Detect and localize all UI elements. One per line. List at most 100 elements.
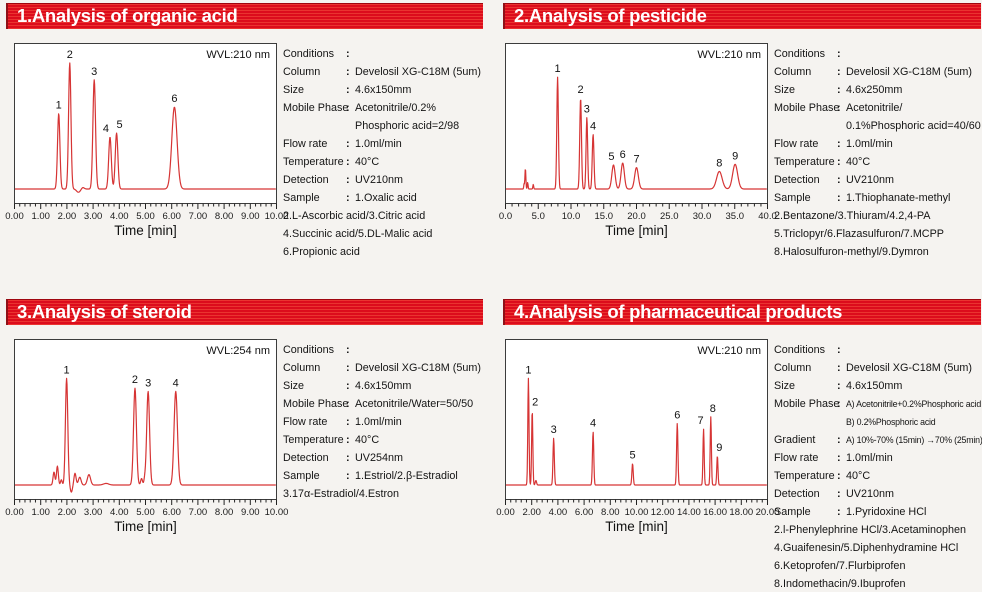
condition-row: Temperature:40°C xyxy=(774,153,979,171)
panel-title-banner: 1.Analysis of organic acid xyxy=(6,3,483,29)
condition-label: Sample xyxy=(774,192,811,204)
condition-label: Size xyxy=(283,84,305,96)
peak-label: 9 xyxy=(732,150,738,162)
condition-row: Detection: UV210nm xyxy=(774,485,979,503)
condition-label: Sample xyxy=(774,506,811,518)
condition-value-line: 40°C xyxy=(355,156,380,168)
condition-row: Column: Develosil XG-C18M (5um) xyxy=(774,63,979,81)
condition-value-line: Develosil XG-C18M (5um) xyxy=(846,362,972,374)
condition-label: Conditions xyxy=(774,48,826,60)
x-tick-label: 25.0 xyxy=(660,211,679,222)
condition-colon: : xyxy=(837,174,841,186)
condition-row: Flow rate:1.0ml/min xyxy=(283,135,488,153)
condition-value-line: 4.6x250mm xyxy=(846,84,903,96)
condition-colon: : xyxy=(346,416,350,428)
condition-value-line: UV210nm xyxy=(355,174,404,186)
condition-colon: : xyxy=(346,470,350,482)
condition-row: Sample:1.Pyridoxine HCl xyxy=(774,503,979,521)
x-tick-label: 10.00 xyxy=(265,507,289,518)
condition-label: Size xyxy=(774,84,796,96)
condition-row: Sample:1.Thiophanate-methyl xyxy=(774,189,979,207)
x-tick-label: 3.00 xyxy=(84,507,103,518)
peak-label: 4 xyxy=(590,120,596,132)
peak-label: 6 xyxy=(171,93,177,105)
condition-value-line: B) 0.2%Phosphoric acid xyxy=(846,417,936,427)
condition-label: Temperature xyxy=(774,470,835,482)
chromatogram-svg: 0.00 1.00 2.00 3.00 4.00 5.00 6.00 7.00 8.00 9.00… xyxy=(5,43,289,222)
condition-label: Size xyxy=(283,380,305,392)
condition-colon: : xyxy=(837,66,841,78)
sample-list-line: 4.Guaifenesin/5.Diphenhydramine HCl xyxy=(774,542,959,554)
peak-label: 6 xyxy=(620,149,626,161)
condition-label: Temperature xyxy=(283,434,344,446)
chromatogram-plot: 0.0 5.0 10.0 15.0 20.0 25.0 30.0 35.0 40.0 1 2 3 4 5 6… xyxy=(499,43,777,243)
condition-value-line: 40°C xyxy=(846,156,871,168)
peak-label: 5 xyxy=(629,450,635,462)
peak-label: 8 xyxy=(710,403,716,415)
condition-colon: : xyxy=(346,380,350,392)
condition-label: Column xyxy=(283,66,321,78)
condition-value: 40°C xyxy=(355,153,488,171)
condition-label: Flow rate xyxy=(774,452,819,464)
x-tick-label: 1.00 xyxy=(31,507,50,518)
x-tick-label: 8.00 xyxy=(601,507,620,518)
condition-colon: : xyxy=(837,434,841,446)
condition-value: 1.0ml/min xyxy=(355,135,488,153)
x-tick-label: 6.00 xyxy=(575,507,594,518)
condition-value: 1.Estriol/2.β-Estradiol xyxy=(355,467,488,485)
condition-row: Size:4.6x150mm xyxy=(283,377,488,395)
condition-colon: : xyxy=(346,174,350,186)
condition-value-line: 0.1%Phosphoric acid=40/60 xyxy=(846,120,981,132)
condition-value: 1.0ml/min xyxy=(355,413,488,431)
condition-value: UV210nm xyxy=(846,485,979,503)
condition-colon: : xyxy=(837,488,841,500)
condition-value-line: 4.6x150mm xyxy=(355,380,412,392)
condition-colon: : xyxy=(837,452,841,464)
condition-label: Mobile Phase xyxy=(774,398,840,410)
condition-value: Develosil XG-C18M (5um) xyxy=(355,63,488,81)
sample-list-line: 4.Succinic acid/5.DL-Malic acid xyxy=(283,228,433,240)
peak-label: 1 xyxy=(56,100,62,112)
peak-label: 5 xyxy=(608,151,614,163)
condition-label: Conditions xyxy=(774,344,826,356)
condition-value: Acetonitrile/0.2% Phosphoric acid=2/98 xyxy=(355,99,488,135)
x-tick-label: 10.00 xyxy=(265,211,289,222)
chromatogram-svg: 0.00 2.00 4.00 6.00 8.00 10.00 12.00 14.00 16.00… xyxy=(496,339,779,518)
condition-label: Gradient xyxy=(774,434,816,446)
condition-row: Column: Develosil XG-C18M (5um) xyxy=(774,359,979,377)
condition-row: Mobile Phase: Acetonitrile/0.1%Phosphoric… xyxy=(774,99,981,135)
condition-value-line: Develosil XG-C18M (5um) xyxy=(355,66,481,78)
peak-label: 4 xyxy=(590,418,596,430)
sample-list-line: 8.Halosulfuron-methyl/9.Dymron xyxy=(774,246,929,258)
condition-colon: : xyxy=(837,470,841,482)
condition-colon: : xyxy=(346,156,350,168)
condition-row: Mobile Phase: Acetonitrile/Water=50/50 xyxy=(283,395,488,413)
condition-row: Conditions: xyxy=(774,341,979,359)
panel-title: 1.Analysis of organic acid xyxy=(17,5,238,26)
condition-value: Develosil XG-C18M (5um) xyxy=(355,359,488,377)
condition-label: Mobile Phase xyxy=(283,102,349,114)
condition-value-line: Acetonitrile/Water=50/50 xyxy=(355,398,474,410)
condition-label: Column xyxy=(774,362,812,374)
panel-title-banner: 2.Analysis of pesticide xyxy=(503,3,981,29)
condition-label: Conditions xyxy=(283,48,335,60)
condition-label: Detection xyxy=(283,452,329,464)
x-tick-label: 7.00 xyxy=(189,211,208,222)
chromatogram-plot: 0.00 2.00 4.00 6.00 8.00 10.00 12.00 14.00 16.00… xyxy=(496,339,779,539)
condition-value-line: 4.6x150mm xyxy=(355,84,412,96)
condition-value: Acetonitrile/Water=50/50 xyxy=(355,395,488,413)
x-axis-title: Time [min] xyxy=(605,223,668,238)
condition-colon: : xyxy=(837,48,841,60)
condition-colon: : xyxy=(837,156,841,168)
x-tick-label: 2.00 xyxy=(58,507,77,518)
condition-label: Flow rate xyxy=(283,416,328,428)
condition-value-line: UV210nm xyxy=(846,174,895,186)
sample-list-line: 2.Bentazone/3.Thiuram/4.2,4-PA xyxy=(774,210,931,222)
sample-list-line: 6.Propionic acid xyxy=(283,246,360,258)
condition-colon: : xyxy=(346,84,350,96)
condition-row: Sample:1.Estriol/2.β-Estradiol xyxy=(283,467,488,485)
condition-row: Sample:1.Oxalic acid xyxy=(283,189,488,207)
condition-label: Size xyxy=(774,380,796,392)
condition-value-line: Acetonitrile/0.2% xyxy=(355,102,437,114)
peak-label: 9 xyxy=(716,442,722,454)
